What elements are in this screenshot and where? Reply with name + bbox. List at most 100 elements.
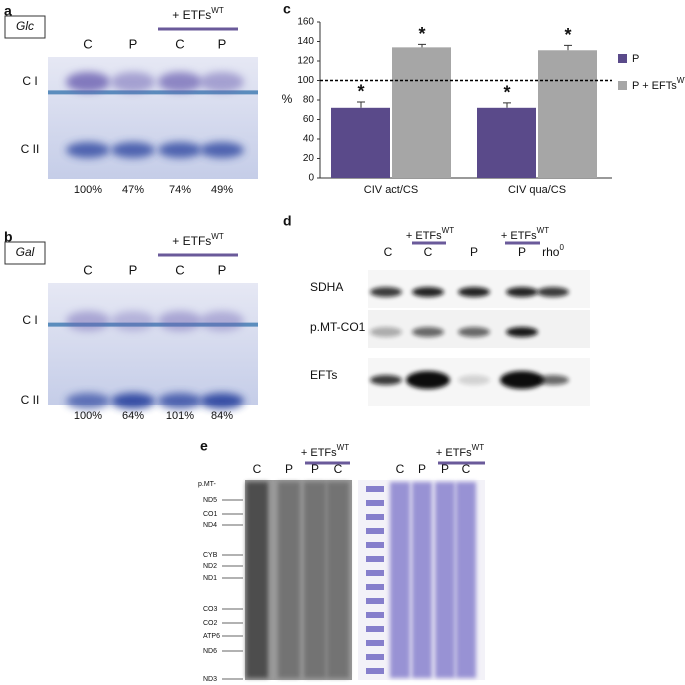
lane-label: C (175, 36, 184, 51)
blot-band (458, 327, 490, 337)
band (200, 72, 244, 92)
lane (304, 482, 326, 678)
y-tick-label: 160 (297, 17, 314, 28)
blot-band (370, 375, 402, 385)
band (111, 72, 155, 92)
lane-label: P (129, 36, 138, 51)
error-bar (357, 101, 365, 108)
group-label: + ETFsWT (436, 443, 484, 459)
band-label: CYB (203, 552, 218, 559)
legend-swatch (618, 54, 627, 63)
band-label: ATP6 (203, 633, 220, 640)
annotation: * (503, 83, 510, 103)
band (66, 393, 110, 409)
blot-band (500, 371, 544, 389)
blot-band (458, 287, 490, 297)
band-label: CO1 (203, 511, 218, 518)
bar (331, 107, 390, 178)
y-tick-label: 0 (308, 173, 314, 184)
band-label: p.MT- (198, 481, 217, 488)
blot-band (506, 327, 538, 337)
marker-band (366, 626, 384, 632)
y-tick-label: 140 (297, 36, 314, 47)
lane (278, 482, 300, 678)
percentage: 47% (122, 184, 144, 196)
lane-label: P (311, 462, 319, 476)
group-label: + ETFsWT (172, 6, 224, 22)
panel-label: b (4, 229, 13, 245)
condition: Glc (16, 19, 34, 33)
band (111, 311, 155, 331)
condition-box (4, 15, 46, 39)
lane-label: C (175, 262, 184, 277)
marker-band (366, 612, 384, 618)
lane-label: P (470, 245, 478, 259)
lane-label: P (218, 262, 227, 277)
band (158, 311, 202, 331)
superscript: WT (472, 443, 485, 452)
lane-label: C (334, 462, 343, 476)
marker-band (366, 486, 384, 492)
lane-label: C (83, 262, 92, 277)
lane-label: C (462, 462, 471, 476)
row-label: SDHA (310, 280, 343, 294)
annotation: * (564, 25, 571, 45)
superscript: WT (211, 6, 224, 15)
superscript: WT (442, 226, 455, 235)
band-label: ND5 (203, 497, 217, 504)
y-tick-label: 100 (297, 75, 314, 86)
blot-band (506, 287, 538, 297)
annotation: * (418, 24, 425, 44)
row-label: C I (22, 74, 37, 88)
lane (246, 482, 268, 678)
panel-label: c (283, 1, 291, 17)
percentage: 100% (74, 184, 102, 196)
x-tick-label: CIV qua/CS (508, 184, 566, 196)
lane-label: P (285, 462, 293, 476)
lane-label: C (384, 245, 393, 259)
group-label: + ETFsWT (501, 226, 549, 242)
group-label: + ETFsWT (406, 226, 454, 242)
percentage: 49% (211, 184, 233, 196)
lane-label: P (441, 462, 449, 476)
superscript: 0 (559, 243, 564, 252)
marker-band (366, 640, 384, 646)
band (200, 142, 244, 158)
gel (48, 283, 258, 405)
lane-label: P (129, 262, 138, 277)
marker-band (366, 584, 384, 590)
x-tick-label: CIV act/CS (364, 184, 418, 196)
marker-band (366, 668, 384, 674)
superscript: WT (211, 232, 224, 241)
band (158, 393, 202, 409)
lane-label: C (424, 245, 433, 259)
error-bar (564, 44, 572, 51)
superscript: WT (677, 76, 685, 85)
band-label: ND1 (203, 575, 217, 582)
marker-band (366, 514, 384, 520)
band-label: CO2 (203, 620, 218, 627)
y-axis-label: % (282, 92, 293, 106)
y-tick-label: 120 (297, 56, 314, 67)
row-label: C II (21, 393, 40, 407)
row-label: p.MT-CO1 (310, 320, 366, 334)
lane-label: C (396, 462, 405, 476)
bar (477, 107, 536, 178)
blot-band (412, 287, 444, 297)
lane-label: P (418, 462, 426, 476)
annotation: * (357, 82, 364, 102)
lane (327, 482, 349, 678)
blot-band (406, 371, 450, 389)
band-label: ND2 (203, 563, 217, 570)
lane (390, 482, 410, 678)
legend-label: P (632, 53, 639, 65)
band (66, 72, 110, 92)
group-label: + ETFsWT (301, 443, 349, 459)
y-tick-label: 40 (303, 134, 315, 145)
marker-band (366, 570, 384, 576)
lane (435, 482, 455, 678)
band-label: ND4 (203, 522, 217, 529)
y-tick-label: 20 (303, 153, 315, 164)
percentage: 84% (211, 410, 233, 422)
